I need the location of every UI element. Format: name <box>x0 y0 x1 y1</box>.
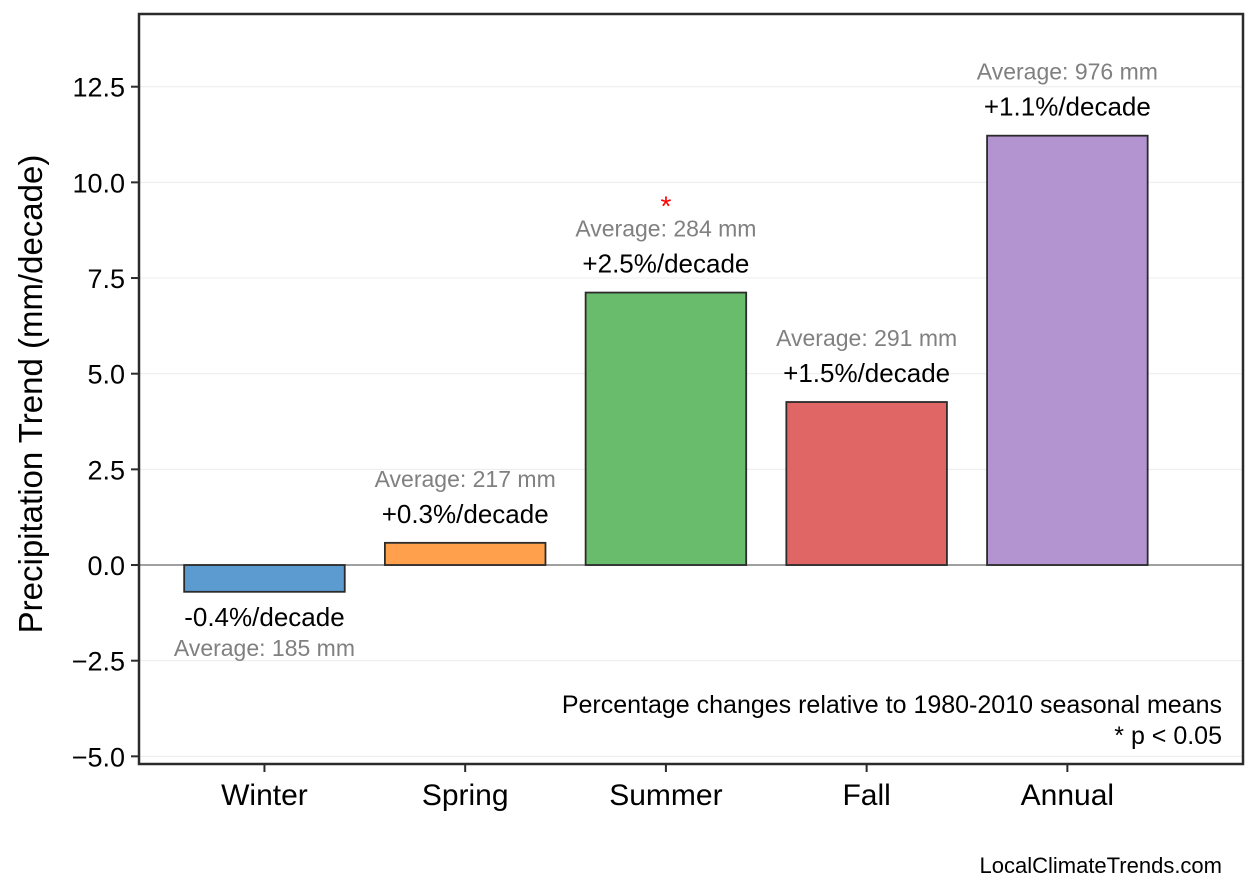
y-tick-label: 0.0 <box>87 551 125 581</box>
x-tick-label: Fall <box>842 779 890 812</box>
bar-annual <box>986 134 1149 566</box>
bar-fall <box>785 401 948 566</box>
bar-percent-label: +1.5%/decade <box>783 358 950 388</box>
y-tick-label: 2.5 <box>87 455 125 485</box>
y-axis-label: Precipitation Trend (mm/decade) <box>12 155 49 634</box>
y-axis: −5.0 −2.5 0.0 2.5 5.0 7.5 10.0 12.5 <box>72 73 139 772</box>
bar-labels: -0.4%/decade Average: 185 mm +0.3%/decade A… <box>174 59 1158 661</box>
x-tick-label: Summer <box>609 779 722 812</box>
significance-marker: * <box>660 191 671 222</box>
bar-percent-label: +1.1%/decade <box>984 92 1151 122</box>
y-tick-label: 10.0 <box>72 168 125 198</box>
bars <box>183 134 1149 593</box>
y-tick-label: 7.5 <box>87 264 125 294</box>
bar-average-label: Average: 217 mm <box>375 466 556 492</box>
bar-percent-label: +2.5%/decade <box>582 249 749 279</box>
bar-summer <box>584 291 748 566</box>
x-axis: Winter Spring Summer Fall Annual <box>221 764 1114 812</box>
bar-average-label: Average: 185 mm <box>174 635 355 661</box>
y-tick-label: −5.0 <box>72 742 125 772</box>
annotation-significance-note: * p < 0.05 <box>1114 722 1222 750</box>
bar-average-label: Average: 976 mm <box>977 59 1158 85</box>
annotation-baseline-note: Percentage changes relative to 1980-2010… <box>562 691 1222 719</box>
x-tick-label: Spring <box>422 779 509 812</box>
bar-average-label: Average: 291 mm <box>776 325 957 351</box>
x-tick-label: Annual <box>1021 779 1114 812</box>
plot-frame <box>137 12 1245 766</box>
bar-average-label: Average: 284 mm <box>575 216 756 242</box>
bar-spring <box>383 541 547 566</box>
bar-percent-label: -0.4%/decade <box>184 602 344 632</box>
x-tick-label: Winter <box>221 779 308 812</box>
y-tick-label: 5.0 <box>87 360 125 390</box>
bar-winter <box>183 564 346 593</box>
y-tick-label: −2.5 <box>72 647 125 677</box>
y-tick-label: 12.5 <box>72 73 125 103</box>
bar-percent-label: +0.3%/decade <box>382 499 549 529</box>
footer-source: LocalClimateTrends.com <box>980 853 1223 878</box>
